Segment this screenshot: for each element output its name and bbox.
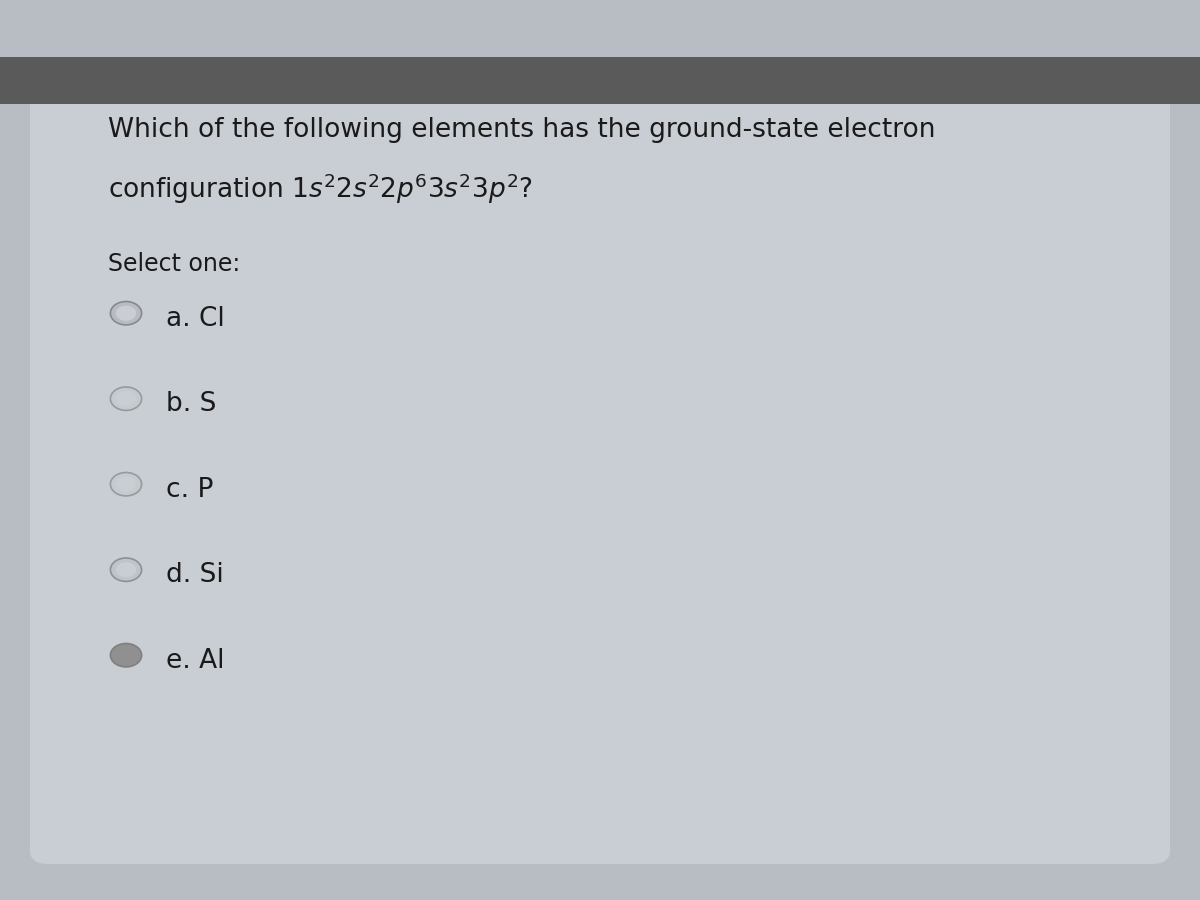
Text: a. Cl: a. Cl xyxy=(166,306,224,332)
Circle shape xyxy=(116,562,136,577)
Text: c. P: c. P xyxy=(166,477,212,503)
Text: e. Al: e. Al xyxy=(166,648,224,674)
Circle shape xyxy=(110,644,142,667)
Text: Which of the following elements has the ground-state electron: Which of the following elements has the … xyxy=(108,117,936,143)
Text: Select one:: Select one: xyxy=(108,252,240,276)
FancyBboxPatch shape xyxy=(30,90,1170,864)
FancyBboxPatch shape xyxy=(0,57,1200,104)
Circle shape xyxy=(116,392,136,406)
Circle shape xyxy=(110,302,142,325)
Circle shape xyxy=(110,558,142,581)
Text: b. S: b. S xyxy=(166,392,216,418)
Circle shape xyxy=(116,306,136,320)
Text: d. Si: d. Si xyxy=(166,562,223,589)
Circle shape xyxy=(110,387,142,410)
Text: configuration $1s^{2}2s^{2}2p^{6}3s^{2}3p^{2}$?: configuration $1s^{2}2s^{2}2p^{6}3s^{2}3… xyxy=(108,171,533,205)
Circle shape xyxy=(116,477,136,491)
Circle shape xyxy=(110,472,142,496)
